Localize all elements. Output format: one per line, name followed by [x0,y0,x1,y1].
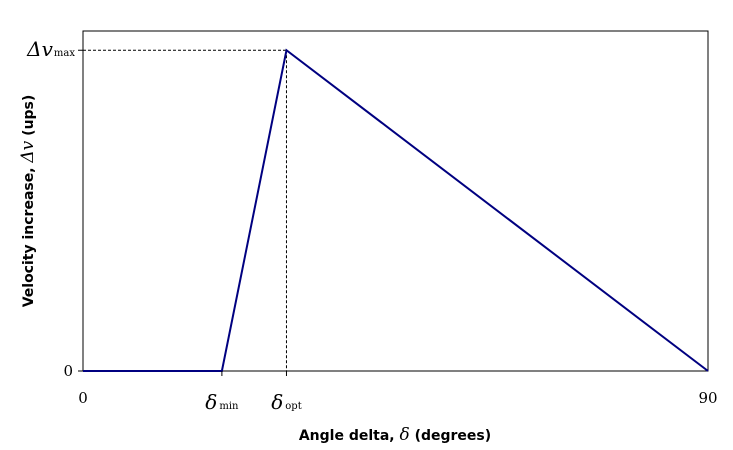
x-annotation-label: δ opt [271,390,302,414]
x-annotation-label: δ min [205,390,239,414]
y-axis-title: Velocity increase, Δv (ups) [18,95,38,308]
y-annotations: Δvmax [26,37,83,61]
y-annotation-subscript: max [54,48,75,59]
x-axis-title: Angle delta, δ (degrees) [299,425,491,445]
x-annotation-subscript: opt [285,401,301,412]
y-axis-title-symbol: Δv [18,140,38,163]
x-axis-title-suffix: (degrees) [410,428,491,444]
x-axis-title-prefix: Angle delta, [299,428,400,444]
x-annotation-symbol: δ [271,390,283,414]
guide-lines [83,49,287,371]
x-annotations: δ min δ opt [205,371,302,414]
x-tick-label: 90 [698,389,717,407]
x-tick-labels: 0 90 [78,389,717,407]
x-annotation-symbol: δ [205,390,217,414]
y-annotation-label: Δvmax [26,37,75,61]
y-axis-title-suffix: (ups) [21,95,37,141]
x-tick-label: 0 [78,389,88,407]
x-axis-title-symbol: δ [399,425,409,445]
y-tick-label: 0 [63,362,73,380]
series-line-0 [83,48,709,372]
y-tick-labels: 0 [63,362,83,380]
series-group [83,48,709,372]
x-annotation-subscript: min [219,401,239,412]
y-axis-title-prefix: Velocity increase, [21,163,37,308]
plot-area [82,30,709,372]
y-annotation-symbol: Δv [26,37,53,61]
